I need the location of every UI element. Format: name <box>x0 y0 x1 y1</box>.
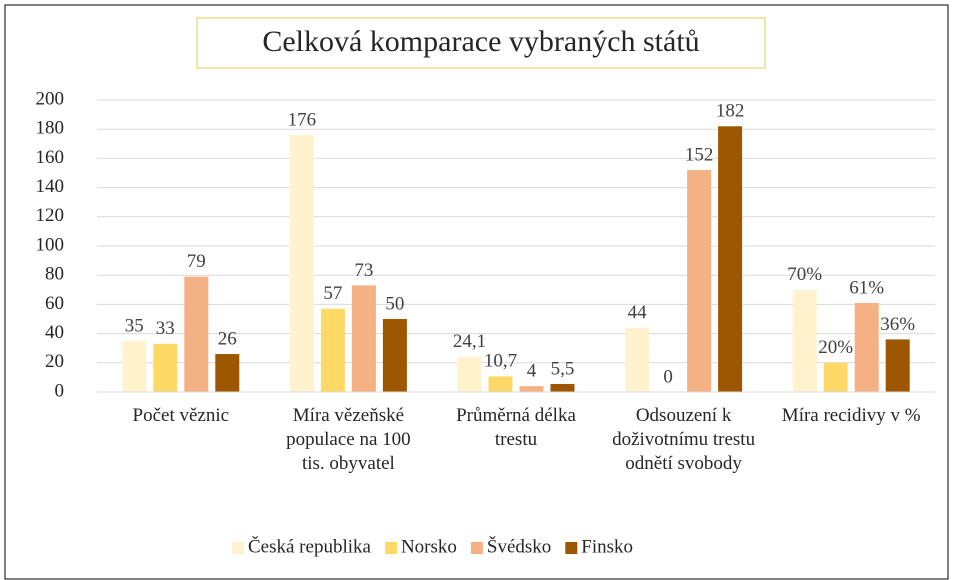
value-label: 176 <box>288 109 317 130</box>
bar <box>184 276 209 392</box>
x-tick-label: Odsouzení k doživotnímu trestu odnětí sv… <box>612 405 756 474</box>
value-label: 36% <box>880 314 915 335</box>
value-label: 33 <box>156 318 175 339</box>
legend-swatch <box>384 542 397 554</box>
value-label: 61% <box>849 277 884 298</box>
y-tick-label: 200 <box>36 88 65 109</box>
y-tick-label: 20 <box>45 351 64 372</box>
value-label: 44 <box>628 302 648 323</box>
legend-label: Švédsko <box>487 535 551 557</box>
y-tick-label: 180 <box>36 118 65 139</box>
x-tick-label: Míra vězeňské populace na 100 tis. obyva… <box>286 405 411 474</box>
legend-swatch <box>232 542 244 554</box>
y-tick-label: 0 <box>55 380 65 401</box>
value-label: 10,7 <box>484 351 517 372</box>
x-tick-label: Průměrná délka trestu <box>456 405 576 450</box>
bar <box>382 319 407 392</box>
value-label: 182 <box>716 101 745 122</box>
x-tick-label: Počet věznic <box>132 405 230 426</box>
value-label: 70% <box>787 264 822 285</box>
value-label: 0 <box>663 366 673 387</box>
x-tick-label: Míra recidivy v % <box>781 405 921 426</box>
bar <box>320 308 345 392</box>
value-label: 24,1 <box>453 331 486 352</box>
chart-border <box>4 4 949 580</box>
bar <box>351 285 376 392</box>
value-label: 20% <box>818 337 853 358</box>
chart-title: Celková komparace vybraných států <box>262 25 699 58</box>
value-label: 5,5 <box>551 358 575 379</box>
bar <box>885 339 910 392</box>
bar <box>625 327 650 392</box>
bar <box>792 289 817 392</box>
y-tick-label: 100 <box>36 234 65 255</box>
bar <box>153 343 178 392</box>
value-label: 79 <box>187 251 206 272</box>
y-tick-label: 120 <box>36 205 65 226</box>
bar <box>122 340 147 392</box>
value-label: 73 <box>354 260 373 281</box>
bar <box>687 170 712 392</box>
legend-label: Finsko <box>581 536 633 557</box>
value-label: 152 <box>685 144 714 165</box>
y-tick-label: 80 <box>45 264 64 285</box>
bar <box>823 362 848 392</box>
y-tick-label: 160 <box>36 147 65 168</box>
bar <box>519 386 544 392</box>
legend-label: Norsko <box>401 536 457 557</box>
bar <box>457 356 482 392</box>
bar <box>488 376 513 392</box>
y-tick-label: 60 <box>45 293 64 314</box>
bar <box>718 126 743 392</box>
bar <box>854 302 879 392</box>
bar <box>289 135 314 393</box>
y-tick-label: 140 <box>36 176 65 197</box>
value-label: 26 <box>218 328 237 349</box>
title-box <box>196 17 766 69</box>
legend-swatch <box>565 542 578 554</box>
value-label: 50 <box>385 293 404 314</box>
legend-label: Česká republika <box>248 535 372 557</box>
bar <box>550 383 575 392</box>
value-label: 4 <box>527 361 537 382</box>
y-tick-label: 40 <box>45 322 64 343</box>
legend-swatch <box>470 542 483 554</box>
value-label: 35 <box>125 315 144 336</box>
value-label: 57 <box>323 283 342 304</box>
bar <box>215 354 240 392</box>
